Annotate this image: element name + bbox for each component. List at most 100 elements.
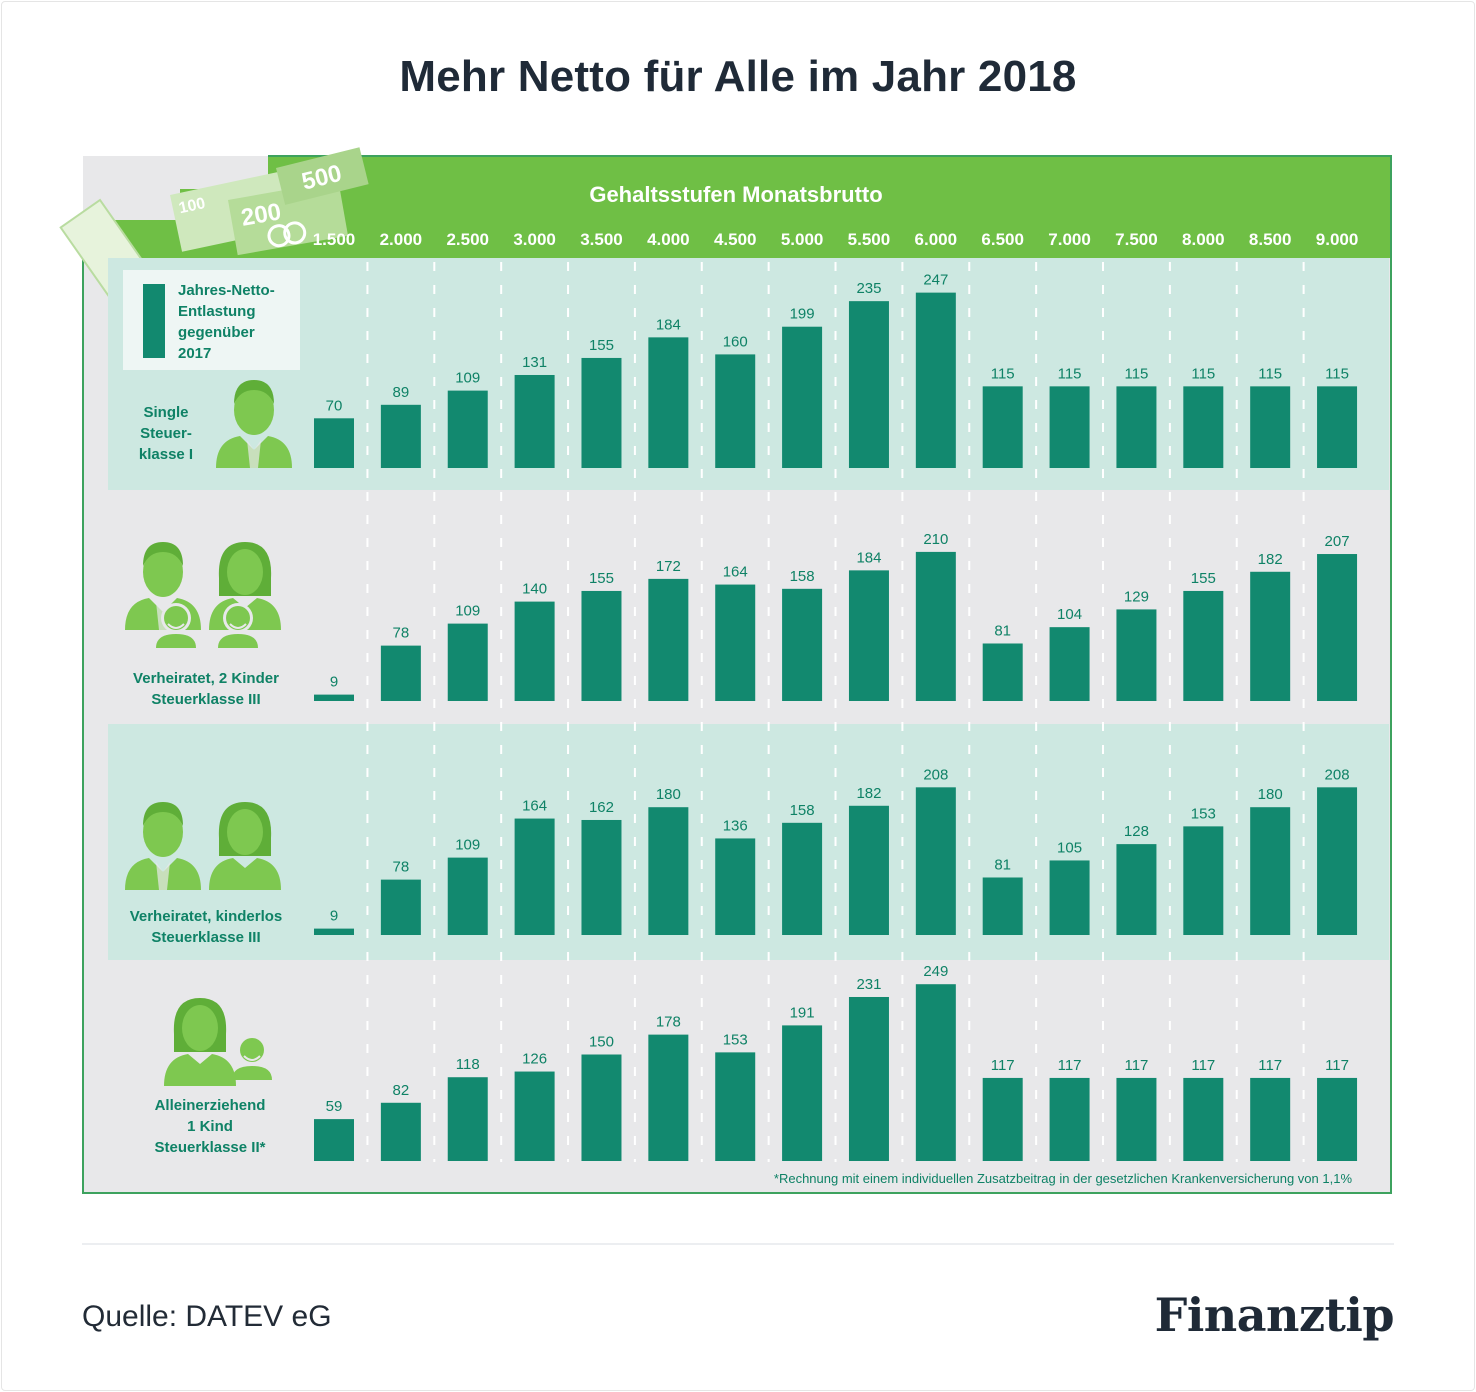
bar-value-label: 207 bbox=[1325, 533, 1350, 550]
row-label-single-parent-line-2: 1 Kind bbox=[187, 1118, 233, 1135]
bar-value-label: 153 bbox=[1191, 805, 1216, 822]
row-label-single-line-2: Steuer- bbox=[140, 425, 192, 442]
bar bbox=[1116, 844, 1157, 935]
bar-value-label: 208 bbox=[923, 766, 948, 783]
bar-value-label: 155 bbox=[589, 570, 614, 587]
category-label: 3.500 bbox=[580, 230, 623, 249]
bar bbox=[380, 404, 421, 468]
bar bbox=[314, 1119, 354, 1161]
row-label-single-parent-line-3: Steuerklasse II* bbox=[155, 1139, 266, 1156]
bar-value-label: 182 bbox=[1258, 551, 1283, 568]
bar-value-label: 109 bbox=[455, 837, 480, 854]
bar bbox=[380, 879, 421, 935]
bar bbox=[915, 787, 956, 935]
bar-value-label: 115 bbox=[1258, 365, 1282, 382]
bar bbox=[715, 1052, 756, 1161]
bar-value-label: 70 bbox=[326, 397, 343, 414]
bar bbox=[581, 590, 622, 701]
bar-value-label: 210 bbox=[923, 531, 948, 548]
bar-value-label: 180 bbox=[1258, 786, 1283, 803]
banknote-100-label: 100 bbox=[177, 195, 207, 217]
bar-value-label: 158 bbox=[790, 802, 815, 819]
legend-label-line-4: 2017 bbox=[178, 345, 211, 362]
bar bbox=[1250, 1077, 1291, 1161]
bar bbox=[581, 819, 622, 935]
bar bbox=[915, 292, 956, 468]
legend-swatch bbox=[143, 284, 165, 358]
bar-value-label: 150 bbox=[589, 1034, 614, 1051]
row-label-single: Single Steuer- klasse I bbox=[139, 404, 193, 463]
bar bbox=[848, 570, 889, 701]
bar bbox=[1183, 826, 1224, 935]
category-label: 2.000 bbox=[380, 230, 423, 249]
bar bbox=[1317, 386, 1358, 468]
bar bbox=[648, 578, 689, 701]
category-label: 1.500 bbox=[313, 230, 356, 249]
bar bbox=[715, 838, 756, 935]
bar bbox=[380, 645, 421, 701]
bar-value-label: 78 bbox=[393, 859, 410, 876]
bar bbox=[1250, 571, 1291, 701]
bar-value-label: 164 bbox=[723, 564, 748, 581]
bar bbox=[915, 551, 956, 701]
bar-value-label: 9 bbox=[330, 908, 338, 925]
bar-value-label: 126 bbox=[522, 1051, 547, 1068]
category-label: 3.000 bbox=[513, 230, 556, 249]
row-label-single-line-3: klasse I bbox=[139, 446, 193, 463]
header-edge bbox=[82, 155, 1392, 1194]
bar bbox=[1116, 1077, 1157, 1161]
bar bbox=[915, 984, 956, 1161]
legend-label-line-1: Jahres-Netto- bbox=[178, 282, 275, 299]
bar bbox=[1183, 386, 1224, 468]
row-label-single-parent: Alleinerziehend 1 Kind Steuerklasse II* bbox=[155, 1097, 266, 1156]
bar bbox=[447, 1077, 488, 1161]
bar-value-label: 178 bbox=[656, 1014, 681, 1031]
bar-value-label: 155 bbox=[589, 337, 614, 354]
bar bbox=[1116, 609, 1157, 701]
category-label: 7.000 bbox=[1048, 230, 1091, 249]
bar-value-label: 231 bbox=[856, 976, 881, 993]
bar bbox=[1183, 590, 1224, 701]
bar-value-label: 153 bbox=[723, 1031, 748, 1048]
bar-value-label: 59 bbox=[326, 1098, 343, 1115]
bar bbox=[447, 857, 488, 935]
bar bbox=[314, 928, 354, 935]
category-label: 5.500 bbox=[848, 230, 891, 249]
bar bbox=[1250, 386, 1291, 468]
bar-value-label: 182 bbox=[856, 785, 881, 802]
bar bbox=[982, 643, 1023, 701]
bar-value-label: 104 bbox=[1057, 606, 1082, 623]
bar-value-label: 115 bbox=[1124, 365, 1148, 382]
bar-value-label: 117 bbox=[1325, 1057, 1349, 1074]
row-label-married-line-2: Steuerklasse III bbox=[151, 929, 260, 946]
bar bbox=[782, 822, 823, 935]
category-label: 4.500 bbox=[714, 230, 757, 249]
bar-value-label: 117 bbox=[1058, 1057, 1082, 1074]
bar bbox=[1049, 627, 1090, 701]
bar-value-label: 158 bbox=[790, 568, 815, 585]
row-label-married-kids-line-1: Verheiratet, 2 Kinder bbox=[133, 670, 279, 687]
bar bbox=[982, 1077, 1023, 1161]
row-label-married: Verheiratet, kinderlos Steuerklasse III bbox=[130, 908, 283, 946]
header-band bbox=[83, 156, 1391, 258]
bar bbox=[514, 1071, 555, 1161]
bar-value-label: 115 bbox=[1058, 365, 1082, 382]
bar-value-label: 128 bbox=[1124, 823, 1149, 840]
bar bbox=[514, 818, 555, 935]
bar bbox=[581, 1054, 622, 1161]
bar-value-label: 82 bbox=[393, 1082, 410, 1099]
bar-value-label: 115 bbox=[991, 365, 1015, 382]
bar bbox=[447, 623, 488, 701]
bar bbox=[715, 354, 756, 468]
bars: 70 89 109 131 155 184 160 199 235 247 115 115 115 115… bbox=[314, 272, 1358, 1161]
bar-value-label: 117 bbox=[1258, 1057, 1282, 1074]
bar bbox=[982, 877, 1023, 935]
bar-value-label: 191 bbox=[790, 1004, 815, 1021]
bar bbox=[1317, 554, 1358, 701]
source-text: Quelle: DATEV eG bbox=[82, 1300, 332, 1333]
page-title: Mehr Netto für Alle im Jahr 2018 bbox=[399, 52, 1077, 101]
bar-value-label: 105 bbox=[1057, 839, 1082, 856]
bar-value-label: 81 bbox=[994, 622, 1011, 639]
bar-value-label: 117 bbox=[1191, 1057, 1215, 1074]
